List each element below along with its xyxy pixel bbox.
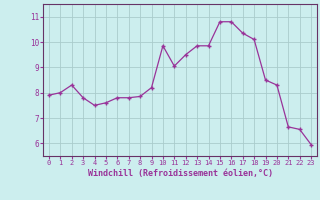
X-axis label: Windchill (Refroidissement éolien,°C): Windchill (Refroidissement éolien,°C) [87, 169, 273, 178]
